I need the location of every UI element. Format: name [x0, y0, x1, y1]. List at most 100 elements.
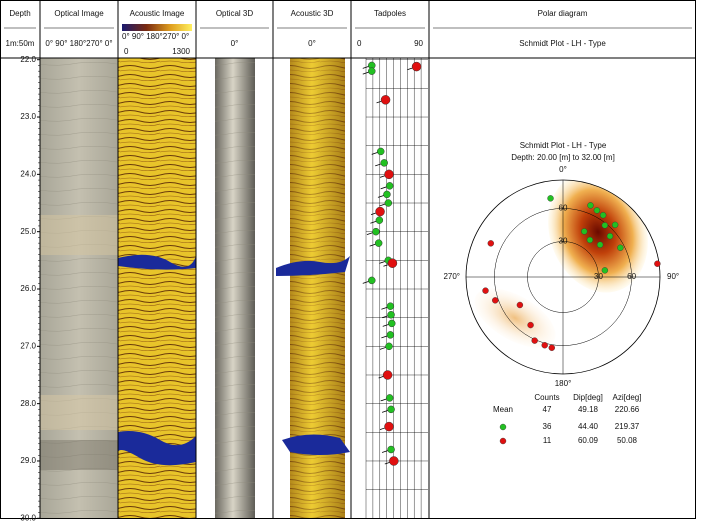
ring-label: 60	[627, 272, 636, 281]
track-subtitle: 0° 90° 180°270° 0°	[45, 39, 112, 48]
pole	[531, 337, 538, 344]
track-title: Optical Image	[54, 9, 104, 18]
track-title: Depth	[9, 9, 30, 18]
direction-label: 90°	[667, 272, 679, 281]
depth-label: 29.0	[20, 456, 36, 465]
tadpole	[375, 206, 385, 217]
pole	[654, 260, 661, 267]
pole	[487, 240, 495, 247]
pole	[611, 221, 619, 229]
tadpole	[374, 239, 383, 247]
tadpole	[380, 159, 388, 167]
polar-subtitle: Depth: 20.00 [m] to 32.00 [m]	[511, 153, 615, 162]
acoustic-anomaly	[118, 431, 196, 466]
stats-cell: 220.66	[615, 405, 640, 414]
depth-label: 26.0	[20, 284, 36, 293]
tadpole	[384, 169, 394, 180]
stats-cell: 60.09	[578, 436, 599, 445]
track-subtitle: Schmidt Plot - LH - Type	[519, 39, 606, 48]
stats-cell: 50.08	[617, 436, 638, 445]
pole	[586, 236, 594, 244]
stats-cell: 47	[543, 405, 552, 414]
track-title: Optical 3D	[216, 9, 254, 18]
acoustic-3d-anomaly	[282, 434, 350, 455]
depth-label: 23.0	[20, 112, 36, 121]
track-subtitle: 0°	[308, 39, 316, 48]
tadpole	[368, 276, 376, 285]
tadpole	[385, 394, 394, 402]
tadpole	[382, 370, 393, 380]
depth-label: 22.0	[20, 55, 36, 64]
pole	[516, 301, 524, 309]
tadpole	[372, 227, 380, 236]
track-title: Acoustic Image	[130, 9, 185, 18]
pole	[599, 211, 607, 219]
ring-label: 30	[594, 272, 603, 281]
pole	[548, 344, 555, 351]
depth-label: 24.0	[20, 169, 36, 178]
track-subtitle: 1m:50m	[6, 39, 35, 48]
pole	[596, 241, 604, 248]
tadpole	[387, 258, 398, 268]
tadpole	[384, 421, 394, 432]
stats-legend-marker	[499, 437, 507, 445]
optical-band	[40, 395, 118, 430]
tadpole	[388, 319, 396, 328]
stats-cell: 11	[543, 436, 552, 445]
scale-min: 0	[124, 47, 129, 56]
stats-cell: 44.40	[578, 422, 599, 431]
pole	[617, 244, 624, 251]
polar-title: Schmidt Plot - LH - Type	[520, 141, 607, 150]
tadpole	[384, 199, 393, 207]
color-scale	[122, 24, 192, 31]
tadpole	[368, 67, 376, 75]
tadpole	[380, 95, 391, 105]
scale-min: 0	[357, 39, 362, 48]
tadpole	[385, 342, 393, 351]
tadpole	[385, 182, 394, 190]
optical-3d-texture	[215, 58, 255, 518]
depth-label: 25.0	[20, 227, 36, 236]
tadpole-grid	[365, 58, 428, 519]
density-contours	[474, 180, 648, 348]
acoustic-anomaly	[118, 254, 196, 270]
track-subtitle: 0° 90° 180°270° 0°	[122, 32, 189, 41]
tadpole	[387, 311, 395, 319]
pole	[581, 228, 588, 235]
pole	[527, 321, 534, 329]
tadpole	[376, 147, 385, 156]
optical-band	[40, 215, 118, 255]
optical-texture	[40, 58, 118, 518]
stats-legend-marker	[499, 423, 507, 431]
pole	[547, 195, 554, 202]
pole	[601, 267, 609, 274]
direction-label: 180°	[555, 379, 572, 388]
stats-header: Dip[deg]	[573, 393, 603, 402]
depth-label: 27.0	[20, 341, 36, 350]
pole	[587, 202, 594, 209]
pole	[601, 222, 609, 229]
depth-label: 30.0	[20, 513, 36, 522]
track-title: Polar diagram	[538, 9, 588, 18]
tadpole	[386, 331, 395, 339]
stats-header: Azi[deg]	[613, 393, 642, 402]
stats-cell: 49.18	[578, 405, 599, 414]
pole	[492, 297, 499, 304]
ring-label: 60	[559, 204, 568, 213]
pole	[482, 287, 489, 294]
pole	[541, 342, 548, 349]
scale-max: 1300	[172, 47, 190, 56]
tadpole	[411, 61, 422, 72]
acoustic-3d-anomaly	[276, 256, 350, 276]
stats-header: Counts	[534, 393, 559, 402]
track-title: Tadpoles	[374, 9, 406, 18]
stats-row-label: Mean	[493, 405, 513, 414]
track-title: Acoustic 3D	[291, 9, 334, 18]
direction-label: 0°	[559, 165, 567, 174]
pole	[606, 232, 614, 240]
tadpole	[389, 456, 399, 466]
stats-cell: 219.37	[615, 422, 640, 431]
ring-label: 30	[559, 237, 568, 246]
